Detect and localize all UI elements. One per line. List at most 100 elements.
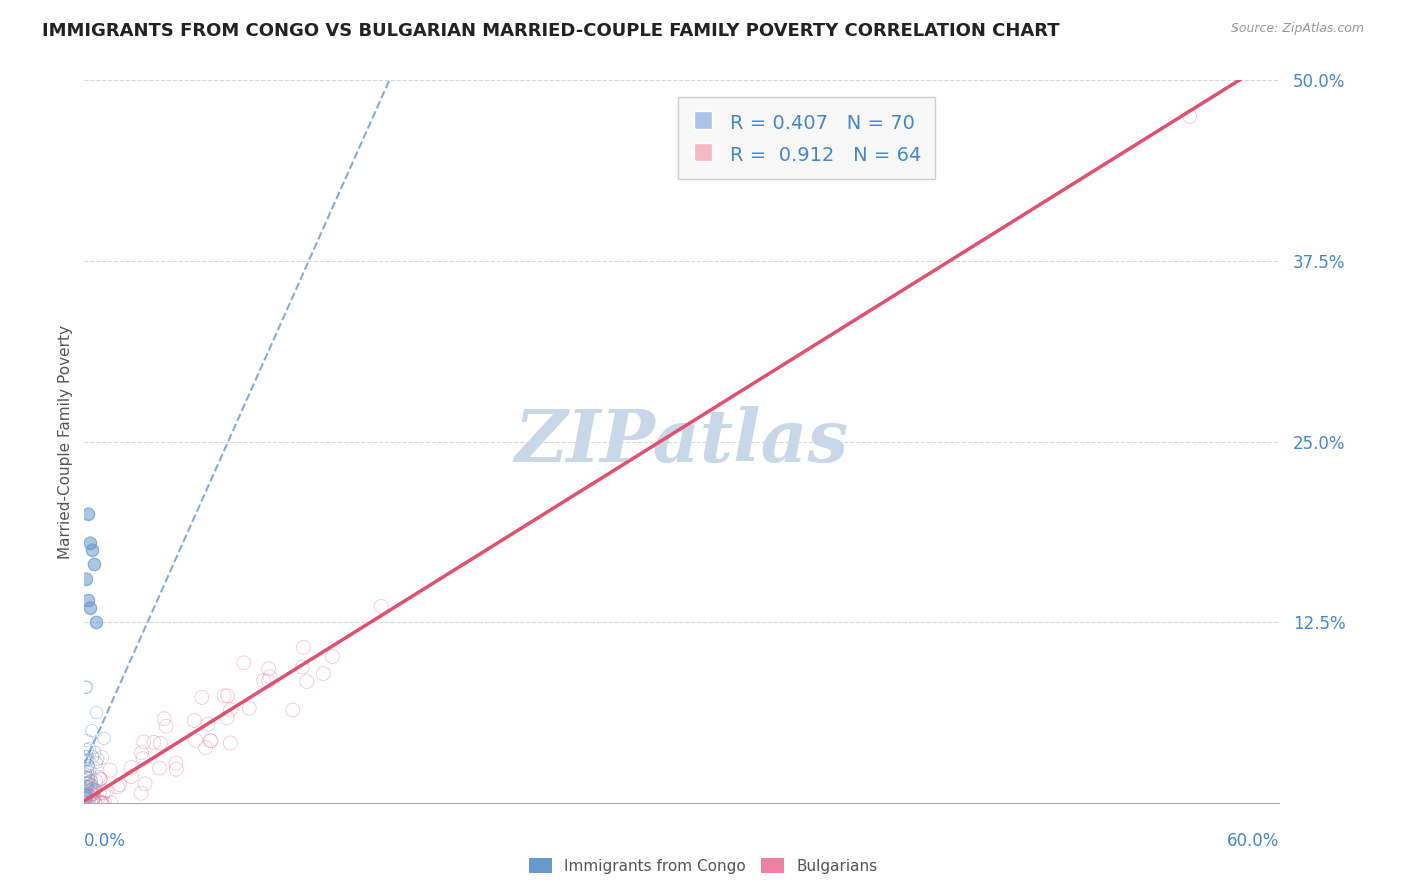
- Point: [82, 781, 104, 796]
- Point: [86, 756, 108, 770]
- Point: [82, 749, 104, 764]
- Point: [93, 796, 115, 810]
- Point: [253, 673, 276, 688]
- Point: [76, 764, 98, 778]
- Point: [295, 674, 318, 689]
- Point: [259, 670, 281, 684]
- Point: [91, 796, 114, 810]
- Point: [75, 787, 97, 801]
- Point: [76, 754, 98, 768]
- Point: [77, 771, 100, 785]
- Point: [153, 712, 176, 726]
- Point: [120, 770, 142, 784]
- Point: [219, 736, 242, 750]
- Point: [90, 772, 112, 786]
- Point: [76, 680, 98, 694]
- Point: [80, 783, 103, 797]
- Point: [77, 788, 100, 802]
- Point: [96, 784, 118, 798]
- Point: [82, 787, 104, 801]
- Point: [93, 731, 115, 746]
- Point: [82, 787, 104, 801]
- Point: [76, 749, 98, 764]
- Point: [75, 749, 97, 764]
- Text: 60.0%: 60.0%: [1227, 831, 1279, 850]
- Point: [91, 786, 114, 800]
- Point: [217, 711, 239, 725]
- Point: [148, 761, 170, 775]
- Point: [77, 593, 100, 607]
- Point: [82, 542, 104, 557]
- Point: [75, 795, 97, 809]
- Point: [90, 796, 112, 810]
- Point: [79, 600, 101, 615]
- Point: [87, 771, 110, 785]
- Point: [73, 772, 96, 787]
- Point: [1178, 110, 1201, 124]
- Point: [77, 789, 100, 803]
- Point: [79, 741, 101, 756]
- Point: [76, 781, 98, 796]
- Point: [75, 767, 97, 781]
- Text: ZIPatlas: ZIPatlas: [515, 406, 849, 477]
- Point: [73, 754, 96, 768]
- Point: [100, 796, 122, 810]
- Point: [120, 760, 142, 774]
- Point: [82, 542, 104, 557]
- Point: [291, 660, 314, 674]
- Point: [76, 780, 98, 794]
- Point: [219, 703, 242, 717]
- Point: [281, 703, 304, 717]
- Point: [76, 796, 98, 810]
- Point: [134, 777, 156, 791]
- Point: [76, 776, 98, 790]
- Point: [75, 764, 97, 779]
- Point: [77, 759, 100, 773]
- Point: [76, 733, 98, 747]
- Point: [77, 758, 100, 772]
- Point: [312, 666, 335, 681]
- Point: [77, 507, 100, 521]
- Point: [90, 796, 112, 810]
- Point: [76, 789, 98, 804]
- Point: [76, 742, 98, 756]
- Point: [84, 782, 107, 797]
- Point: [79, 535, 101, 549]
- Point: [80, 785, 103, 799]
- Point: [75, 795, 97, 809]
- Point: [83, 784, 105, 798]
- Point: [77, 593, 100, 607]
- Point: [84, 774, 107, 789]
- Point: [83, 790, 105, 805]
- Point: [83, 558, 105, 572]
- Point: [77, 507, 100, 521]
- Point: [142, 735, 165, 749]
- Point: [75, 680, 97, 694]
- Point: [155, 719, 177, 733]
- Point: [82, 794, 104, 808]
- Point: [184, 733, 207, 747]
- Point: [131, 746, 153, 760]
- Point: [107, 780, 129, 794]
- Point: [83, 558, 105, 572]
- Point: [321, 649, 343, 664]
- Point: [77, 776, 100, 790]
- Point: [75, 789, 97, 803]
- Point: [80, 777, 103, 791]
- Point: [86, 752, 108, 766]
- Point: [83, 796, 105, 810]
- Legend: R = 0.407   N = 70, R =  0.912   N = 64: R = 0.407 N = 70, R = 0.912 N = 64: [678, 97, 935, 179]
- Point: [73, 795, 96, 809]
- Point: [79, 770, 101, 784]
- Point: [194, 740, 217, 755]
- Point: [238, 701, 260, 715]
- Point: [75, 572, 97, 586]
- Point: [79, 763, 101, 777]
- Point: [86, 615, 108, 630]
- Point: [191, 690, 214, 705]
- Point: [89, 786, 111, 800]
- Point: [129, 786, 152, 800]
- Point: [80, 774, 103, 789]
- Point: [73, 753, 96, 767]
- Y-axis label: Married-Couple Family Poverty: Married-Couple Family Poverty: [58, 325, 73, 558]
